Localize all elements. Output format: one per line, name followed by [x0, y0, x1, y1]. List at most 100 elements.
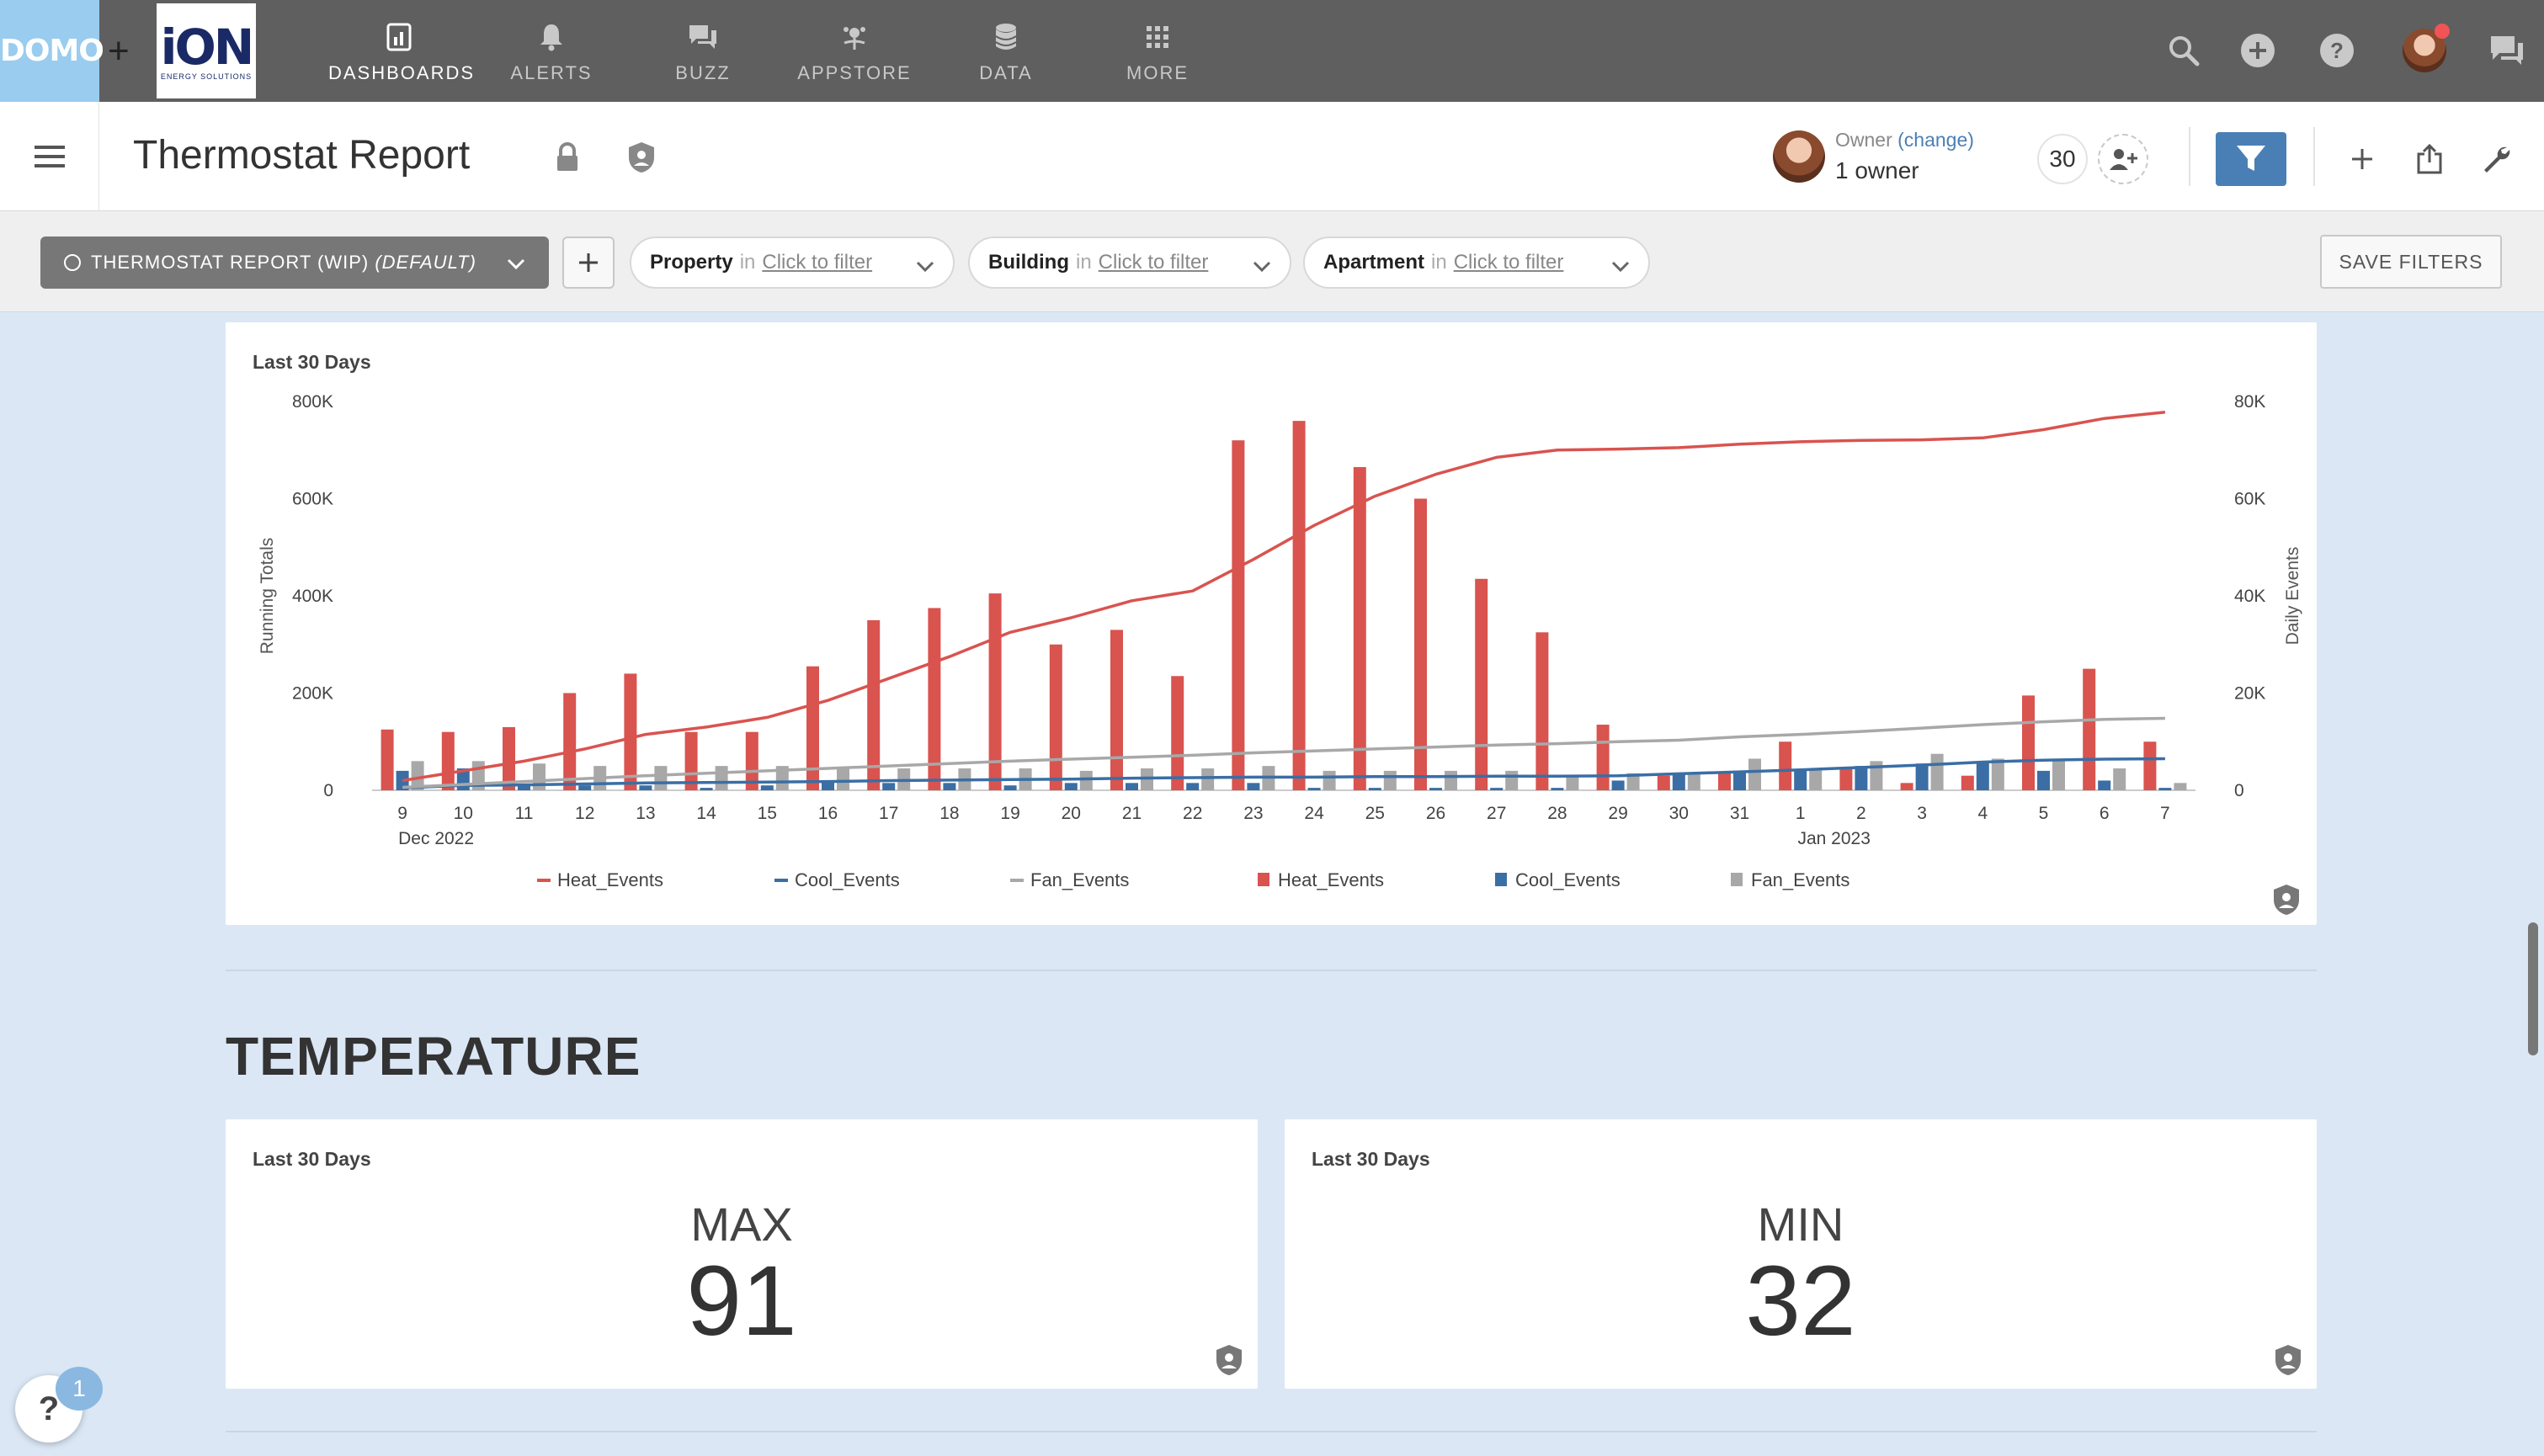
dashboard-icon: [328, 20, 471, 54]
x-tick-label: 23: [1243, 804, 1263, 823]
filter-value-link[interactable]: Click to filter: [762, 251, 873, 274]
filter-button[interactable]: [2216, 132, 2286, 186]
x-tick-label: 1: [1796, 804, 1806, 823]
x-tick-label: 5: [2039, 804, 2049, 823]
legend-bar-swatch: [1495, 873, 1507, 886]
filter-operator: in: [1075, 251, 1092, 274]
x-tick-label: 30: [1669, 804, 1689, 823]
saved-view-select[interactable]: THERMOSTAT REPORT (WIP) (DEFAULT): [40, 236, 549, 289]
bar-fan-events: [1505, 770, 1519, 790]
kpi-title: MIN: [1757, 1198, 1844, 1251]
bar-fan-events: [1383, 770, 1397, 790]
scrollbar-thumb[interactable]: [2528, 922, 2538, 1055]
plus-circle-icon[interactable]: [2239, 32, 2276, 69]
nav-more[interactable]: MORE: [1086, 0, 1229, 102]
bar-heat-events: [928, 608, 941, 790]
lock-icon[interactable]: [551, 139, 584, 176]
divider: [2189, 127, 2190, 186]
section-divider: [226, 1431, 2317, 1432]
filter-value-link[interactable]: Click to filter: [1098, 251, 1209, 274]
card-date-range: Last 30 Days: [253, 1148, 371, 1170]
owner-avatar[interactable]: [1773, 130, 1825, 183]
share-icon[interactable]: [2411, 141, 2448, 178]
add-view-button[interactable]: [562, 236, 615, 289]
legend-label: Heat_Events: [557, 869, 663, 890]
bar-cool-events: [943, 783, 956, 790]
viewer-count-badge[interactable]: 30: [2037, 134, 2088, 184]
bar-cool-events: [1611, 780, 1625, 790]
kpi-title: MAX: [690, 1198, 793, 1251]
kpi-value: 91: [686, 1246, 797, 1357]
x-tick-label: 17: [879, 804, 898, 823]
nav-data[interactable]: DATA: [934, 0, 1078, 102]
legend-bar-swatch: [1258, 873, 1269, 886]
nav-label: ALERTS: [510, 62, 593, 83]
wrench-icon[interactable]: [2478, 141, 2515, 178]
line-cool-events: [402, 757, 2165, 789]
filter-name: Apartment: [1323, 251, 1425, 274]
combo-chart[interactable]: 0 200K 400K 600K 800K 0 20K 40K 60K 80K Running To…: [226, 322, 2317, 925]
y-right-tick-label: 0: [2234, 781, 2244, 800]
bar-cool-events: [1733, 770, 1746, 790]
add-user-button[interactable]: [2098, 134, 2148, 184]
nav-alerts[interactable]: ALERTS: [480, 0, 623, 102]
logo-plus-separator: +: [108, 30, 130, 72]
bar-fan-events: [1201, 768, 1215, 790]
x-tick-label: 15: [758, 804, 777, 823]
search-icon[interactable]: [2165, 32, 2202, 69]
nav-label: MORE: [1126, 62, 1189, 83]
add-card-icon[interactable]: [2344, 141, 2381, 178]
filter-name: Building: [988, 251, 1069, 274]
help-circle-icon[interactable]: ?: [2318, 32, 2355, 69]
user-avatar[interactable]: [2403, 24, 2450, 72]
chart-card[interactable]: Last 30 Days 0 200K 400K 600K 800K 0 20K 40K 60K…: [226, 322, 2317, 925]
bar-heat-events: [1839, 768, 1853, 790]
kpi-card-max[interactable]: Last 30 Days MAX 91: [226, 1119, 1258, 1389]
filter-name: Property: [650, 251, 733, 274]
bar-cool-events: [578, 785, 592, 790]
menu-icon[interactable]: [0, 102, 99, 211]
kpi-card-min[interactable]: Last 30 Days MIN 32: [1285, 1119, 2317, 1389]
y-right-tick-label: 20K: [2234, 684, 2265, 704]
bar-fan-events: [837, 768, 849, 790]
x-tick-label: 9: [397, 804, 407, 823]
filter-building[interactable]: Building in Click to filter: [968, 236, 1291, 289]
bar-heat-events: [1535, 632, 1549, 790]
chat-icon[interactable]: [2488, 32, 2525, 69]
add-user-icon: [2110, 149, 2137, 170]
filter-value-link[interactable]: Click to filter: [1453, 251, 1564, 274]
owner-change-link[interactable]: (change): [1897, 129, 1974, 151]
domo-logo[interactable]: DOMO: [0, 0, 104, 102]
legend-label: Cool_Events: [795, 869, 900, 890]
y-left-axis-title: Running Totals: [258, 538, 277, 655]
bar-cool-events: [2158, 788, 2172, 790]
bar-heat-events: [1779, 741, 1792, 790]
shield-user-icon[interactable]: [2270, 881, 2303, 918]
bar-cool-events: [1126, 783, 1138, 790]
nav-appstore[interactable]: APPSTORE: [783, 0, 926, 102]
shield-user-icon[interactable]: [625, 139, 658, 176]
bar-cool-events: [760, 785, 774, 790]
y-left-tick-label: 600K: [292, 490, 333, 509]
kpi-value: 32: [1745, 1246, 1856, 1357]
bar-cool-events: [882, 783, 896, 790]
bar-heat-events: [1353, 466, 1366, 790]
save-filters-button[interactable]: SAVE FILTERS: [2320, 235, 2502, 289]
bar-heat-events: [1414, 498, 1427, 790]
y-left-tick-label: 0: [323, 781, 333, 800]
filter-property[interactable]: Property in Click to filter: [630, 236, 955, 289]
appstore-icon: [783, 20, 926, 54]
bar-heat-events: [563, 693, 577, 790]
nav-dashboards[interactable]: DASHBOARDS: [328, 0, 473, 102]
y-right-tick-label: 60K: [2234, 490, 2265, 509]
shield-user-icon[interactable]: [1212, 1342, 1246, 1379]
y-left-tick-label: 800K: [292, 392, 333, 412]
bar-fan-events: [1566, 775, 1579, 790]
nav-buzz[interactable]: BUZZ: [631, 0, 774, 102]
filter-apartment[interactable]: Apartment in Click to filter: [1303, 236, 1650, 289]
partner-logo[interactable]: iON ENERGY SOLUTIONS: [157, 3, 256, 98]
bar-heat-events: [1110, 630, 1123, 790]
card-date-range: Last 30 Days: [253, 351, 371, 373]
bar-fan-events: [1748, 758, 1761, 790]
shield-user-icon[interactable]: [2271, 1342, 2305, 1379]
